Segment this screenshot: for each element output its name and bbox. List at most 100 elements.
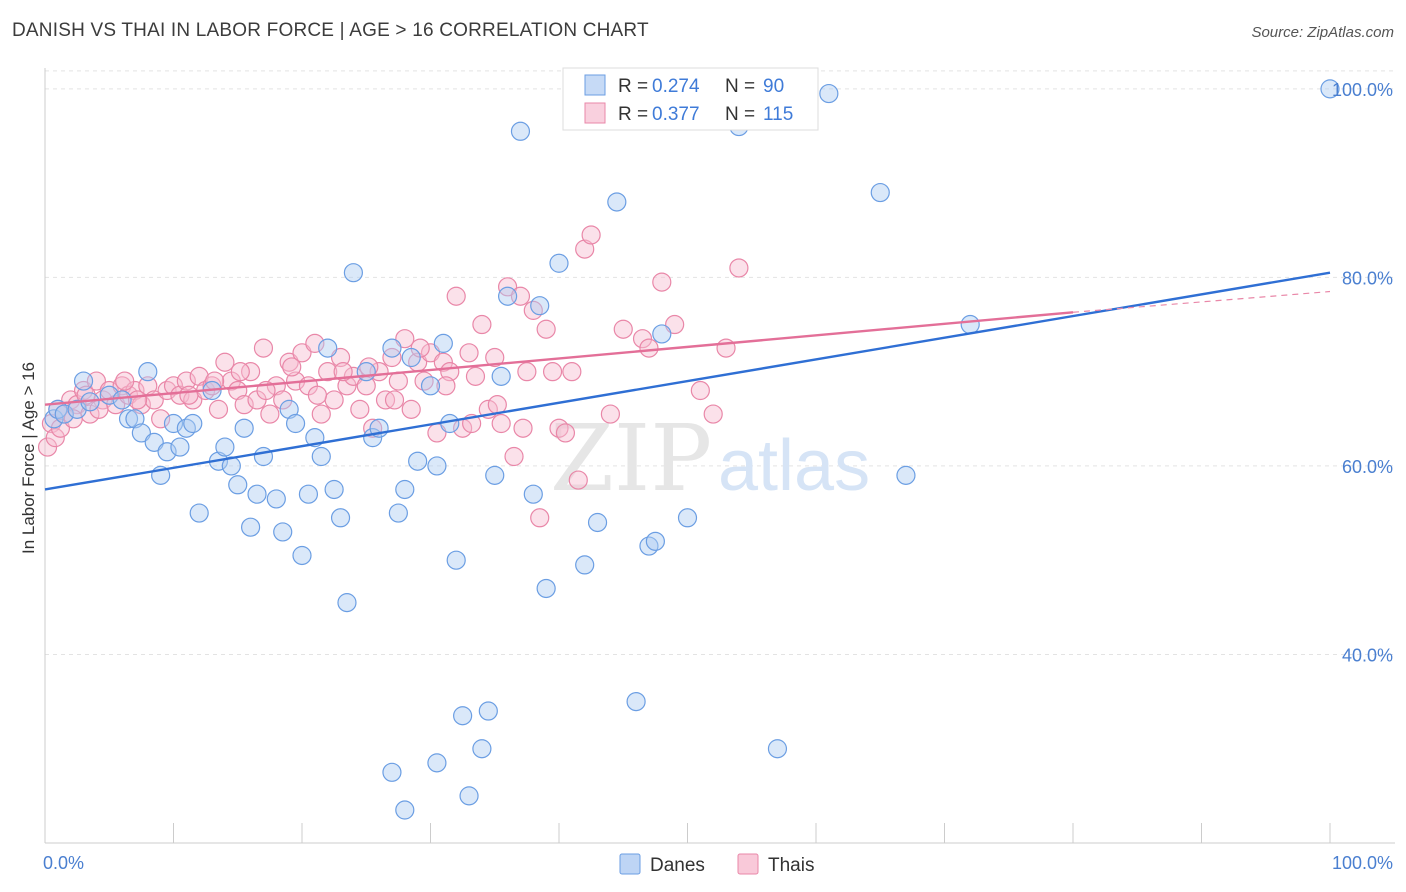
data-point xyxy=(388,503,408,523)
data-point xyxy=(324,479,344,500)
data-point xyxy=(517,362,537,382)
data-points xyxy=(37,79,1340,820)
data-point xyxy=(234,418,254,438)
data-point xyxy=(819,83,839,104)
legend-r-label: R = xyxy=(618,76,648,97)
data-point xyxy=(652,272,672,292)
data-point xyxy=(50,418,71,438)
y-tick-label: 80.0% xyxy=(1342,268,1393,288)
data-point xyxy=(472,314,492,335)
data-point xyxy=(459,786,479,806)
data-point xyxy=(513,418,533,438)
data-point xyxy=(318,362,338,382)
data-point xyxy=(151,409,171,429)
data-point xyxy=(433,352,453,372)
data-point xyxy=(273,390,293,410)
data-point xyxy=(478,701,498,721)
data-point xyxy=(382,762,402,782)
data-point xyxy=(234,395,254,415)
data-point xyxy=(63,409,83,429)
data-point xyxy=(285,413,306,434)
data-point xyxy=(189,366,209,386)
legend-r-label: R = xyxy=(618,104,648,125)
legend-n-label: N = xyxy=(725,104,755,125)
data-point xyxy=(440,413,460,434)
data-point xyxy=(433,333,453,353)
data-point xyxy=(305,333,325,353)
data-point xyxy=(446,286,466,306)
y-axis-label: In Labor Force | Age > 16 xyxy=(19,362,38,554)
data-point xyxy=(183,413,203,434)
data-point xyxy=(337,593,357,613)
data-point xyxy=(485,347,505,368)
data-point xyxy=(870,182,890,203)
data-point xyxy=(73,371,94,391)
data-point xyxy=(652,324,672,344)
data-point xyxy=(382,338,402,358)
data-point xyxy=(247,484,267,504)
data-point xyxy=(408,451,428,471)
data-point xyxy=(292,343,312,363)
data-point xyxy=(575,555,595,575)
data-point xyxy=(420,376,441,396)
tick-labels: 40.0% 60.0% 80.0% 100.0% 0.0% 100.0% xyxy=(43,80,1393,873)
data-point xyxy=(279,399,299,419)
data-point xyxy=(356,362,376,382)
data-point xyxy=(131,423,151,443)
data-point xyxy=(472,739,492,759)
watermark: ZIP atlas xyxy=(550,405,870,512)
y-tick-label: 100.0% xyxy=(1332,80,1393,100)
data-point xyxy=(266,489,286,509)
data-point xyxy=(420,343,441,363)
data-point xyxy=(703,404,723,424)
data-point xyxy=(401,399,421,419)
data-point xyxy=(896,465,916,485)
legend: R = 0.274 N = 90 R = 0.377 N = 115 xyxy=(562,67,819,131)
data-point xyxy=(292,545,312,566)
y-tick-label: 40.0% xyxy=(1342,645,1393,665)
legend-n-value: 115 xyxy=(763,104,793,125)
trend-line xyxy=(44,271,1331,491)
data-point xyxy=(523,484,543,504)
data-point xyxy=(395,479,415,500)
data-point xyxy=(54,404,74,424)
data-point xyxy=(504,446,524,467)
data-point xyxy=(350,399,370,419)
data-point xyxy=(395,800,415,820)
data-point xyxy=(298,484,319,504)
data-point xyxy=(330,347,351,368)
data-point xyxy=(273,522,293,542)
data-point xyxy=(44,409,64,429)
bottom-legend: Danes Thais xyxy=(619,853,814,876)
data-point xyxy=(453,706,473,726)
data-point xyxy=(311,446,331,467)
data-point xyxy=(384,390,405,410)
data-point xyxy=(459,343,479,363)
data-point xyxy=(530,296,550,316)
data-point xyxy=(401,347,421,368)
data-point xyxy=(189,503,209,523)
data-point xyxy=(632,329,653,349)
data-point xyxy=(176,371,196,391)
data-point xyxy=(228,475,248,495)
data-point xyxy=(465,366,486,386)
data-point xyxy=(562,362,582,382)
data-point xyxy=(613,319,633,339)
data-point xyxy=(253,338,274,358)
data-point xyxy=(645,531,665,551)
data-point xyxy=(510,121,531,141)
data-point xyxy=(241,362,261,382)
data-point xyxy=(690,380,710,401)
data-point xyxy=(253,446,274,467)
data-point xyxy=(555,423,576,443)
data-point xyxy=(144,432,164,452)
data-point xyxy=(179,385,199,405)
data-point xyxy=(767,739,788,759)
data-point xyxy=(542,362,563,382)
legend-n-value: 90 xyxy=(763,76,784,97)
data-point xyxy=(1320,79,1340,99)
data-point xyxy=(311,404,331,424)
data-point xyxy=(112,390,132,410)
data-point xyxy=(125,409,145,429)
